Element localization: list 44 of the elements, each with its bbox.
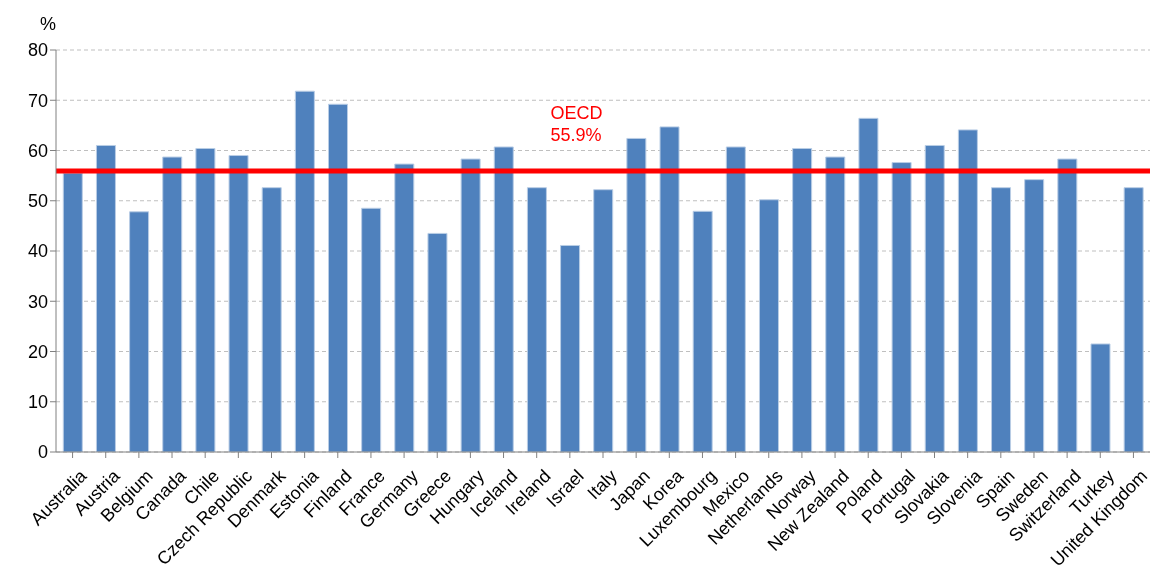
bar xyxy=(261,187,282,452)
bar xyxy=(1024,179,1045,452)
bar xyxy=(1123,187,1144,452)
bar xyxy=(328,103,349,452)
bar xyxy=(95,144,116,452)
bar xyxy=(394,163,415,452)
bar xyxy=(858,117,879,452)
bar xyxy=(162,156,183,452)
bar xyxy=(228,155,249,452)
bar xyxy=(1057,158,1078,452)
bar xyxy=(460,158,481,452)
bar xyxy=(361,207,382,452)
y-tick-label: 40 xyxy=(27,241,48,262)
bar xyxy=(593,189,614,452)
bar xyxy=(195,147,216,452)
y-tick-label: 0 xyxy=(37,442,48,463)
y-tick-label: 60 xyxy=(27,140,48,161)
y-tick-label: 30 xyxy=(27,291,48,312)
bar xyxy=(626,137,647,452)
bar xyxy=(792,147,813,452)
y-tick-label: 50 xyxy=(27,191,48,212)
y-tick-label: 20 xyxy=(27,341,48,362)
bar xyxy=(294,90,315,452)
bar xyxy=(659,126,680,452)
bar xyxy=(129,211,150,452)
bar xyxy=(692,210,713,452)
bar xyxy=(526,187,547,452)
bar xyxy=(924,144,945,452)
bar xyxy=(957,129,978,452)
bar xyxy=(62,172,83,452)
bar xyxy=(1090,343,1111,452)
bar xyxy=(891,162,912,452)
bar xyxy=(427,232,448,452)
bar xyxy=(758,199,779,452)
bar xyxy=(825,156,846,452)
y-tick-label: 80 xyxy=(27,40,48,61)
bar xyxy=(991,187,1012,452)
bar xyxy=(493,146,514,452)
ref-line-label: OECD 55.9% xyxy=(550,103,603,146)
bar xyxy=(725,146,746,452)
y-tick-label: 10 xyxy=(27,392,48,413)
y-axis-title: % xyxy=(40,14,57,35)
y-tick-label: 70 xyxy=(27,90,48,111)
bar xyxy=(560,244,581,452)
